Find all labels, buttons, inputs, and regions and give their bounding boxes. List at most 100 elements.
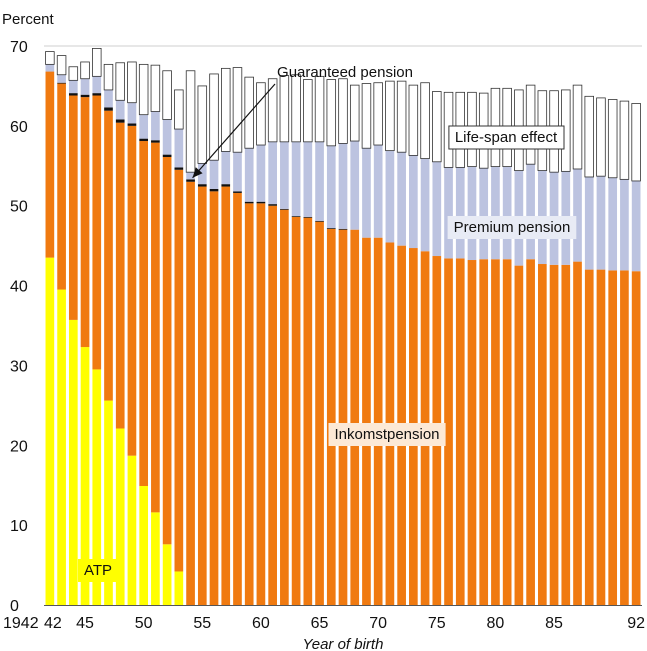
bar-premium-pension-1952 [162, 119, 172, 155]
bar-premium-pension-1988 [584, 176, 594, 270]
bar-premium-pension-1956 [209, 160, 219, 189]
bar-inkomstpension-1965 [315, 221, 324, 605]
bar-inkomstpension-1953 [174, 169, 184, 572]
annotation-inkomstpension: Inkomstpension [334, 426, 439, 443]
bar-life-span-effect-1968 [349, 84, 360, 142]
bar-life-span-effect-1957 [221, 67, 231, 152]
bar-premium-pension-1978 [467, 166, 477, 261]
bar-premium-pension-1974 [420, 158, 430, 252]
bar-premium-pension-1991 [620, 179, 629, 271]
annotation-life-span-effect-group: Life-span effect [448, 125, 565, 150]
bar-premium-pension-1947 [104, 89, 113, 108]
bar-inkomstpension-1988 [584, 269, 594, 605]
x-tick-label-75: 75 [428, 615, 446, 632]
bar-life-span-effect-1954 [185, 70, 196, 173]
bar-inkomstpension-1991 [620, 270, 629, 605]
bar-inkomstpension-1943 [57, 83, 66, 290]
bar-life-span-effect-1953 [174, 89, 184, 130]
bar-guaranteed-pension-1945 [80, 94, 90, 98]
bar-premium-pension-1948 [115, 100, 125, 120]
bar-premium-pension-1946 [92, 76, 102, 94]
y-axis-title: Percent [2, 11, 55, 28]
bar-life-span-effect-1962 [279, 75, 290, 143]
bar-premium-pension-1953 [174, 129, 184, 168]
bar-inkomstpension-1942 [45, 71, 55, 258]
bar-premium-pension-1975 [432, 161, 442, 257]
annotation-premium-pension: Premium pension [454, 219, 571, 236]
x-tick-label-50: 50 [135, 615, 153, 632]
bar-guaranteed-pension-1949 [127, 123, 137, 126]
bar-life-span-effect-1974 [420, 82, 430, 159]
bar-life-span-effect-1992 [631, 103, 641, 182]
bar-atp-1947 [104, 400, 113, 605]
bar-life-span-effect-1989 [596, 97, 606, 177]
bar-guaranteed-pension-1962 [280, 208, 289, 210]
y-tick-label-20: 20 [10, 438, 28, 455]
bar-life-span-effect-1947 [103, 63, 114, 91]
bar-inkomstpension-1967 [338, 229, 348, 606]
bar-guaranteed-pension-1963 [291, 216, 301, 217]
bar-premium-pension-1980 [491, 166, 500, 260]
bar-inkomstpension-1985 [549, 264, 559, 605]
bar-life-span-effect-1969 [361, 83, 372, 149]
bar-inkomstpension-1957 [221, 186, 231, 606]
bar-guaranteed-pension-1961 [268, 204, 277, 206]
y-tick-label-0: 0 [10, 598, 19, 615]
bar-inkomstpension-1992 [631, 271, 641, 605]
bar-premium-pension-1992 [631, 180, 641, 272]
bar-life-span-effect-1951 [150, 64, 161, 112]
bar-guaranteed-pension-1955 [197, 184, 207, 187]
bar-inkomstpension-1950 [139, 141, 149, 487]
bar-inkomstpension-1966 [326, 228, 336, 605]
bar-premium-pension-1969 [362, 148, 371, 238]
y-tick-label-50: 50 [10, 199, 28, 216]
bar-life-span-effect-1983 [525, 84, 536, 165]
bar-atp-1948 [115, 428, 125, 605]
bar-life-span-effect-1944 [68, 66, 79, 81]
bar-premium-pension-1967 [338, 143, 348, 229]
bar-life-span-effect-1960 [256, 82, 266, 146]
bar-guaranteed-pension-1943 [57, 82, 66, 84]
bar-premium-pension-1968 [350, 141, 360, 230]
bar-life-span-effect-1956 [209, 73, 219, 161]
bar-life-span-effect-1975 [432, 91, 442, 163]
x-tick-label-92: 92 [627, 615, 645, 632]
guaranteed-pension-arrow-line [192, 83, 276, 179]
bar-guaranteed-pension-1967 [338, 228, 348, 230]
bar-guaranteed-pension-1944 [68, 93, 78, 96]
bar-life-span-effect-1972 [396, 80, 407, 153]
axes-layer: 0 10 20 30 40 50 60 70 Percent 1942 42 45 50 55 60 65 70… [2, 11, 645, 651]
bar-guaranteed-pension-1952 [162, 154, 172, 158]
bar-premium-pension-1958 [233, 152, 242, 192]
bar-atp-1949 [127, 455, 137, 605]
bar-life-span-effect-1970 [373, 82, 383, 146]
bar-guaranteed-pension-1959 [244, 201, 254, 204]
bar-inkomstpension-1962 [280, 209, 289, 605]
bar-guaranteed-pension-1958 [233, 191, 242, 193]
bar-life-span-effect-1948 [115, 62, 125, 101]
bar-atp-1953 [174, 571, 184, 605]
bar-inkomstpension-1946 [92, 95, 102, 370]
bar-life-span-effect-1943 [56, 55, 67, 76]
bar-inkomstpension-1980 [491, 259, 500, 605]
bar-premium-pension-1973 [409, 155, 418, 249]
y-tick-label-70: 70 [10, 39, 28, 56]
y-tick-label-40: 40 [10, 279, 28, 296]
bar-guaranteed-pension-1954 [186, 179, 195, 182]
bar-premium-pension-1944 [68, 80, 78, 94]
bar-inkomstpension-1961 [268, 205, 277, 605]
annotation-premium-pension-box [447, 216, 577, 239]
bar-premium-pension-1964 [303, 141, 313, 217]
x-tick-label-80: 80 [487, 615, 505, 632]
bar-inkomstpension-1982 [514, 265, 524, 605]
bar-premium-pension-1960 [256, 145, 266, 202]
annotation-atp: ATP [84, 562, 112, 579]
bar-inkomstpension-1983 [526, 259, 535, 605]
bar-life-span-effect-1942 [45, 51, 55, 65]
bar-premium-pension-1959 [244, 148, 254, 202]
annotation-atp-box [78, 559, 119, 582]
bar-inkomstpension-1986 [561, 264, 571, 605]
bar-premium-pension-1943 [57, 74, 66, 83]
